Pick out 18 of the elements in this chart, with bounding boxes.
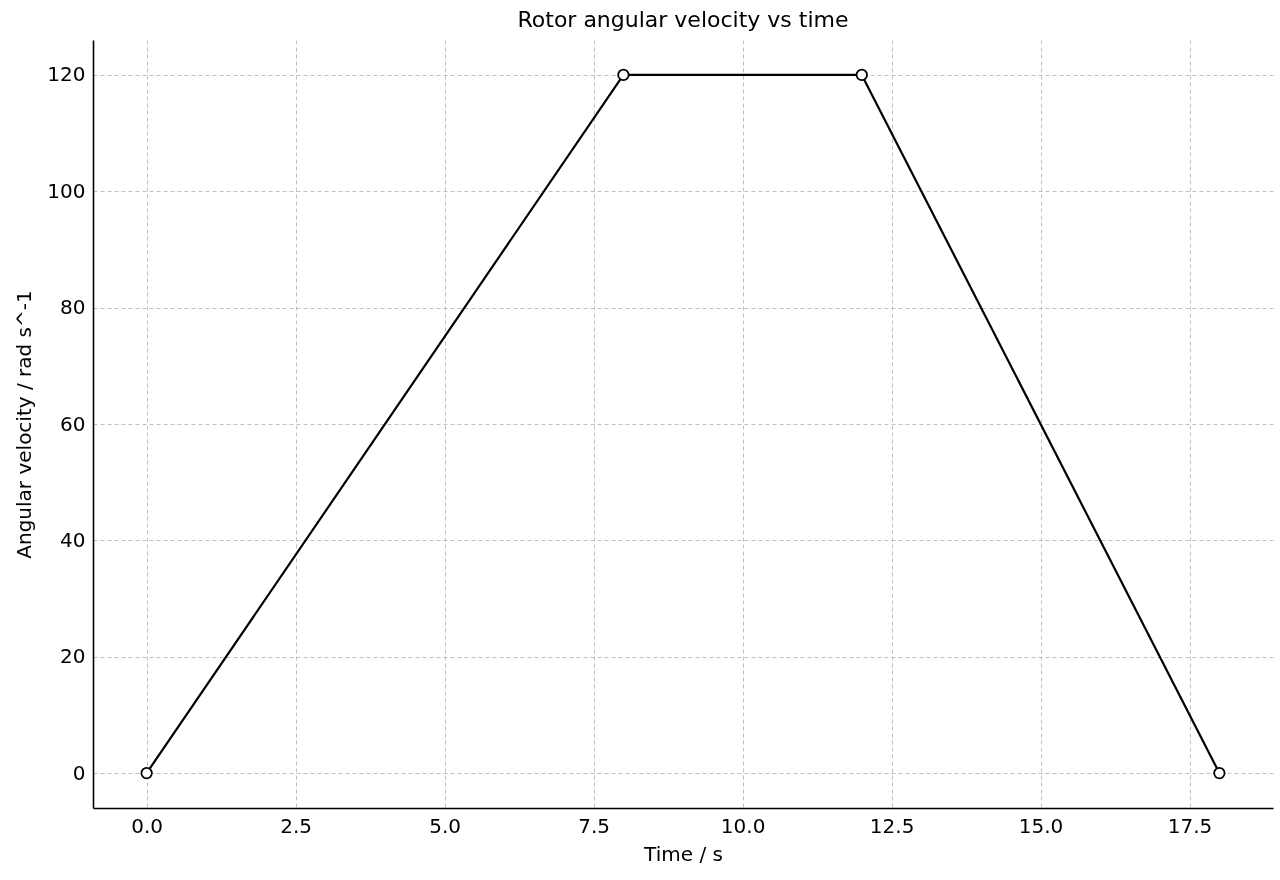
y-tick-label: 20 bbox=[60, 644, 86, 669]
y-tick-label: 120 bbox=[47, 62, 86, 87]
x-tick-label: 15.0 bbox=[1018, 813, 1064, 838]
y-tick-label: 60 bbox=[60, 411, 86, 436]
y-tick-label: 40 bbox=[60, 527, 86, 552]
x-tick-label: 10.0 bbox=[720, 813, 766, 838]
chart-title: Rotor angular velocity vs time bbox=[517, 7, 849, 32]
x-tick-label: 12.5 bbox=[869, 813, 915, 838]
y-tick-label: 80 bbox=[60, 295, 86, 320]
x-tick-label: 5.0 bbox=[429, 813, 462, 838]
y-axis-title: Angular velocity / rad s^-1 bbox=[12, 290, 37, 559]
x-tick-label: 0.0 bbox=[131, 813, 164, 838]
x-tick-label: 2.5 bbox=[280, 813, 313, 838]
x-tick-label: 7.5 bbox=[578, 813, 611, 838]
x-tick-label: 17.5 bbox=[1167, 813, 1213, 838]
y-tick-label: 0 bbox=[72, 760, 86, 785]
x-axis-title: Time / s bbox=[643, 841, 723, 866]
y-tick-label: 100 bbox=[47, 178, 86, 203]
